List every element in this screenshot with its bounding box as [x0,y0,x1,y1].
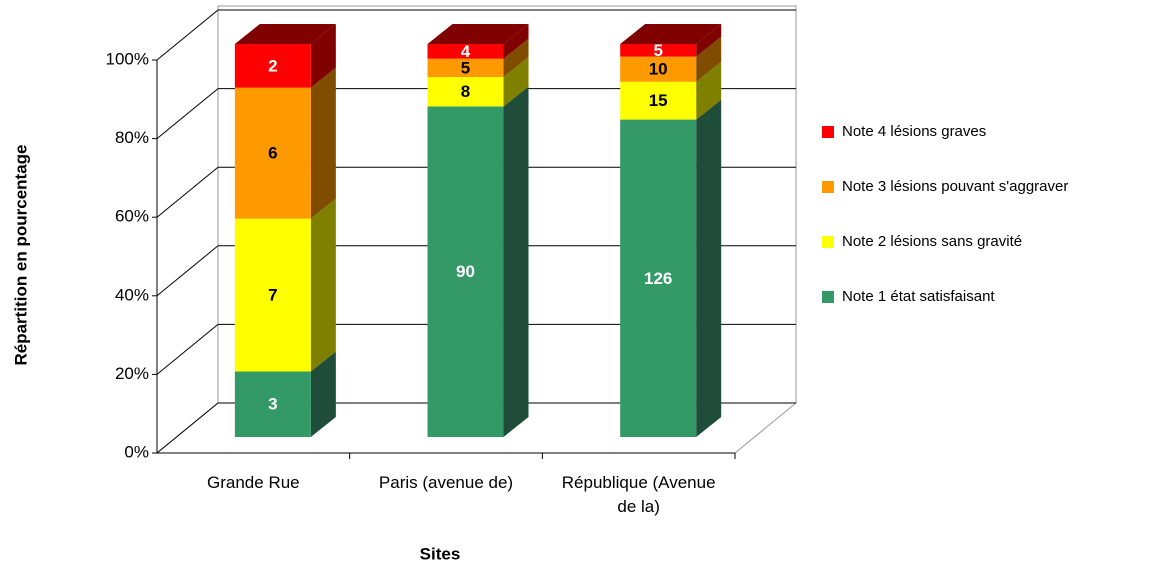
x-axis-title: Sites [420,544,461,563]
bar-top [620,24,722,44]
bar-side [503,57,529,107]
bar-segment [234,44,311,88]
grid-line [156,88,219,139]
bar-side [696,61,722,120]
x-tick-label: Paris (avenue de) [378,473,514,492]
data-label: 8 [461,82,470,101]
legend-label: Note 1 état satisfaisant [842,288,995,305]
legend-label: Note 2 lésions sans gravité [842,233,1022,250]
bar-segment [427,44,504,59]
bar-side [310,67,336,219]
bar-side [503,86,529,437]
legend-label: Note 4 lésions graves [842,123,986,140]
legend-swatch [822,181,834,193]
legend-swatch [822,291,834,303]
y-tick-label: 80% [115,128,149,147]
bar-segment [427,106,504,437]
bar-segment [427,58,504,78]
bar-segment [427,77,504,107]
y-tick-label: 20% [115,364,149,383]
data-label: 126 [644,269,672,288]
data-label: 5 [461,58,470,77]
y-tick-label: 100% [106,49,149,68]
bar-segment [620,81,697,120]
data-label: 15 [649,91,668,110]
data-label: 5 [653,41,662,60]
bar-segment [234,87,311,219]
grid-line [156,324,219,375]
y-tick-label: 0% [124,442,149,461]
bar-segment [234,371,311,437]
x-tick-label: République (Avenue de la) [561,473,716,516]
bar-segment [620,56,697,82]
legend-swatch [822,236,834,248]
data-label: 2 [268,56,277,75]
grid-line [156,402,219,454]
grid-line [156,245,219,297]
y-axis-title: Répartition en pourcentage [11,144,30,365]
bar-side [310,198,336,372]
bar-side [503,38,529,78]
data-label: 10 [649,60,668,79]
grid-line [156,166,219,218]
bar-side [310,24,336,88]
data-label: 7 [268,286,277,305]
bar-side [696,99,722,438]
data-label: 6 [268,144,277,163]
grid-line [156,9,219,61]
bar-segment [620,44,697,57]
bar-top [427,24,529,44]
bar-side [310,351,336,437]
legend-label: Note 3 lésions pouvant s'aggraver [842,178,1068,195]
bar-segment [620,119,697,438]
data-label: 90 [456,262,475,281]
bar-side [503,24,529,59]
y-tick-label: 40% [115,285,149,304]
x-tick-label: Grande Rue [207,473,300,492]
legend-swatch [822,126,834,138]
bar-top [234,24,336,44]
bar-segment [234,218,311,372]
y-tick-label: 60% [115,207,149,226]
data-label: 4 [461,42,471,61]
bar-side [696,24,722,57]
data-label: 3 [268,395,277,414]
bar-side [696,36,722,82]
